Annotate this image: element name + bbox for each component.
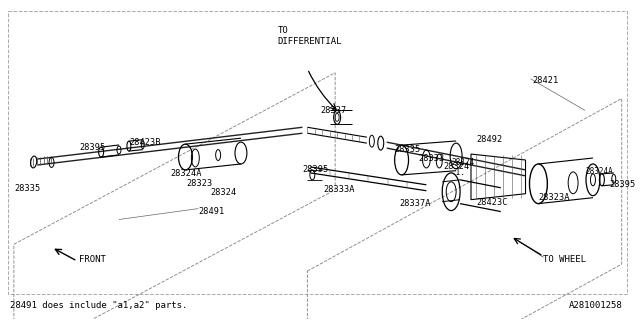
Text: 28423C: 28423C xyxy=(476,198,508,207)
Text: 28421: 28421 xyxy=(532,76,559,85)
Text: 28337: 28337 xyxy=(320,107,346,116)
Text: A281001258: A281001258 xyxy=(569,301,623,310)
Text: 28333A: 28333A xyxy=(323,185,355,194)
Text: FRONT: FRONT xyxy=(79,255,106,264)
Text: 28491 does include "a1,a2" parts.: 28491 does include "a1,a2" parts. xyxy=(10,301,188,310)
Text: 28324A: 28324A xyxy=(170,169,202,178)
Text: 28323A: 28323A xyxy=(538,193,570,202)
Text: 28324: 28324 xyxy=(444,162,470,171)
Text: 28337A: 28337A xyxy=(399,199,431,208)
Text: 28491: 28491 xyxy=(198,207,225,216)
Text: 28324A: 28324A xyxy=(585,167,612,176)
Text: 28324: 28324 xyxy=(210,188,236,197)
Text: TO
DIFFERENTIAL: TO DIFFERENTIAL xyxy=(278,26,342,45)
Text: 28324
.1.: 28324 .1. xyxy=(451,158,474,177)
Text: 28323: 28323 xyxy=(186,179,212,188)
Text: 28395: 28395 xyxy=(303,165,329,174)
Text: TO WHEEL: TO WHEEL xyxy=(543,255,586,264)
Text: 28335: 28335 xyxy=(395,145,421,154)
Text: 28395: 28395 xyxy=(79,143,106,152)
Text: 28423B: 28423B xyxy=(129,138,161,147)
Text: 28395: 28395 xyxy=(610,180,636,189)
Text: 28335: 28335 xyxy=(14,184,40,193)
Text: 28492: 28492 xyxy=(476,135,502,144)
Text: 28333: 28333 xyxy=(419,154,445,163)
